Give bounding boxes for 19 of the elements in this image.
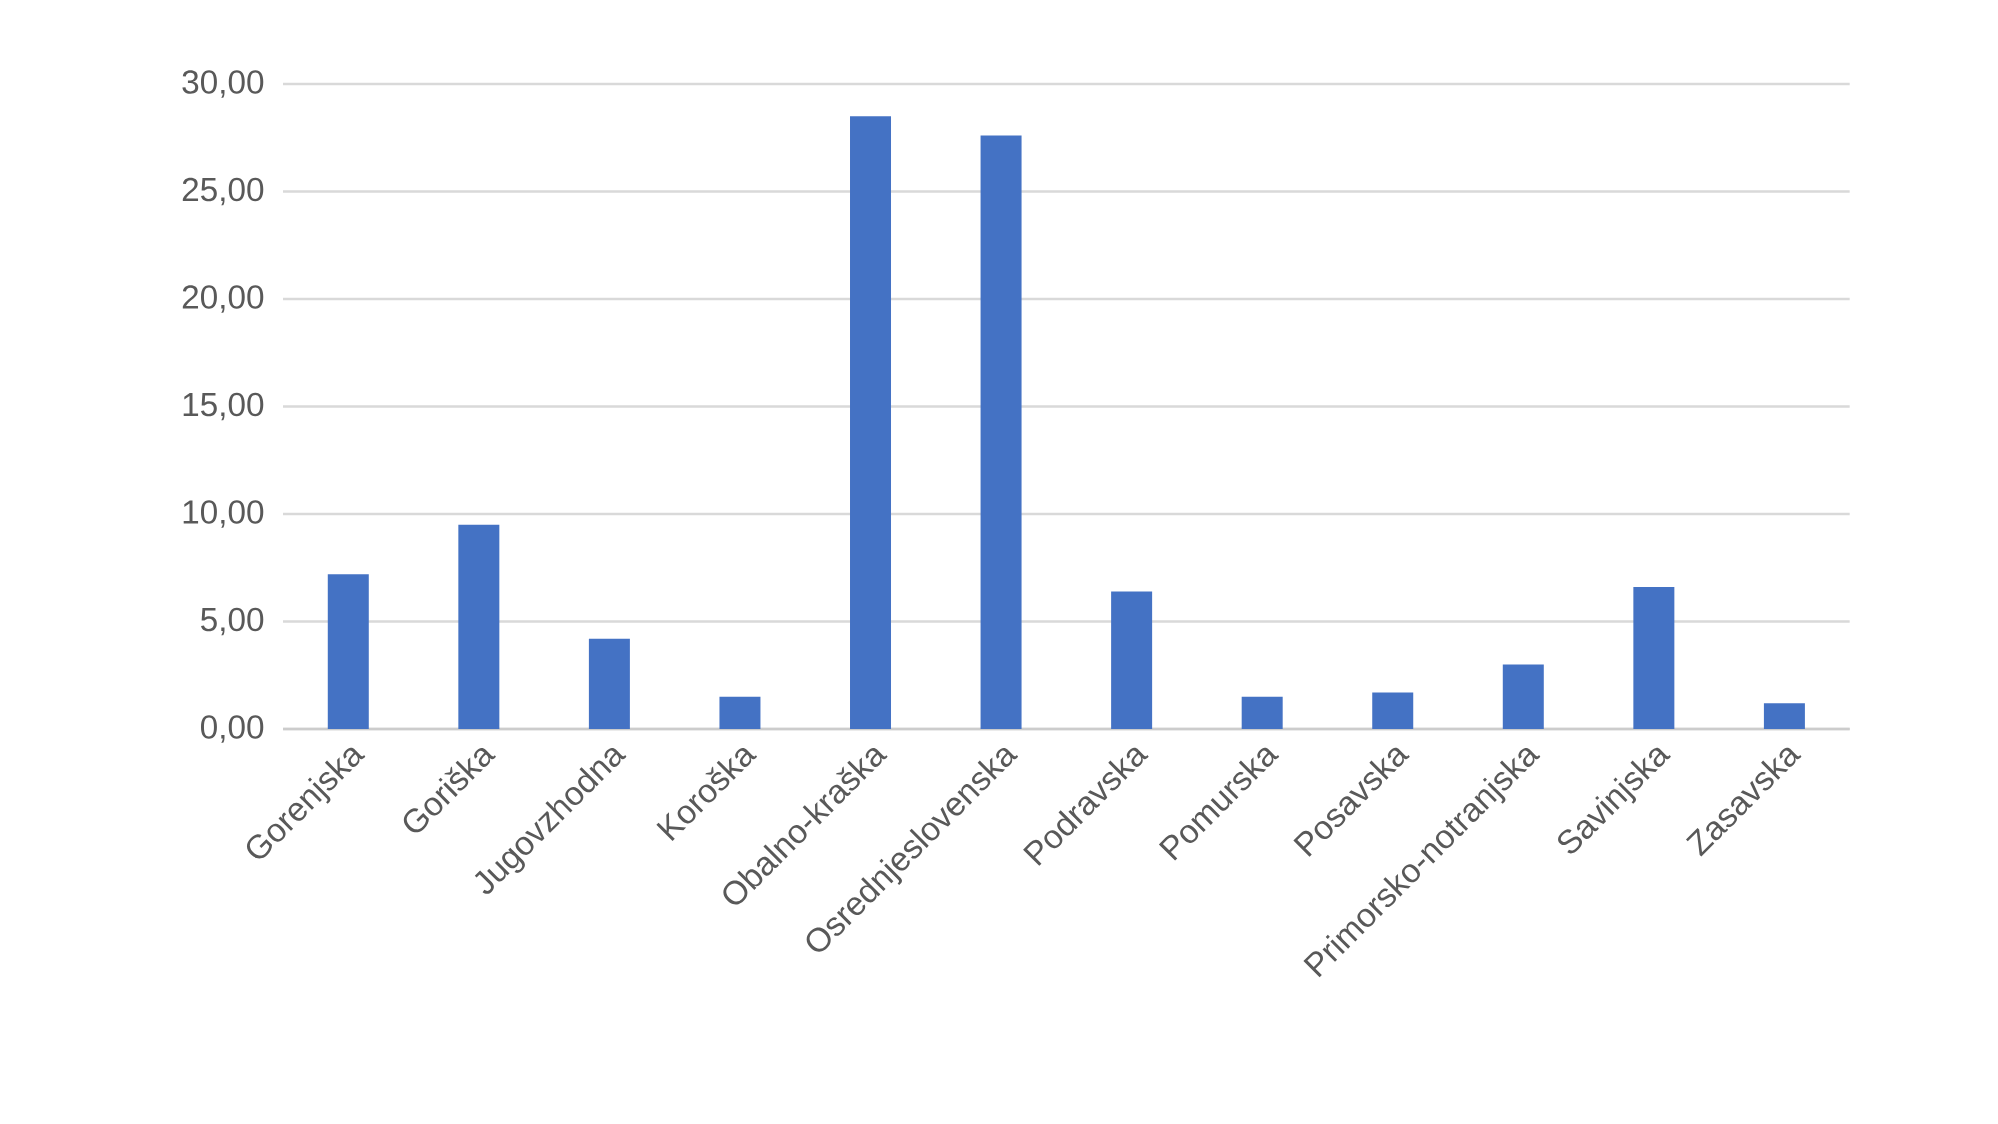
bar	[327, 574, 369, 729]
y-tick-label: 30,00	[182, 70, 264, 98]
bar	[1763, 703, 1805, 729]
bar	[1111, 591, 1153, 729]
y-tick-label: 5,00	[201, 607, 264, 636]
bar	[850, 116, 892, 729]
bar	[1502, 664, 1544, 729]
y-tick-label: 0,00	[200, 715, 264, 743]
bar	[980, 135, 1022, 729]
y-tick-label: 25,00	[182, 177, 264, 206]
bar	[719, 696, 761, 729]
y-tick-label: 20,00	[182, 285, 264, 313]
bar	[1241, 696, 1283, 729]
y-tick-label: 10,00	[183, 500, 264, 528]
bar	[588, 638, 630, 729]
bar	[458, 524, 500, 729]
bar	[1372, 692, 1414, 729]
y-tick-label: 15,00	[183, 392, 264, 421]
bar	[1633, 587, 1675, 729]
